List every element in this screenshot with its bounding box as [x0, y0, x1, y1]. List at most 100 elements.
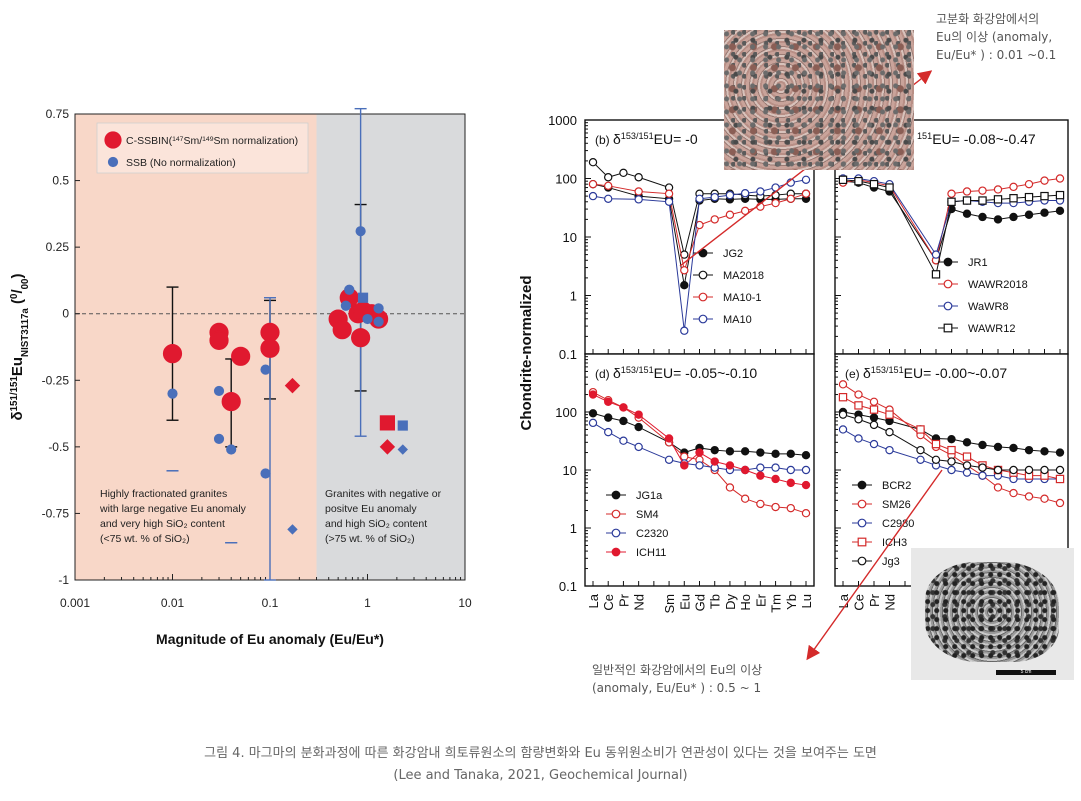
panel-title: 151EU= -0.08~-0.47 [917, 131, 1036, 147]
x-axis-label: Magnitude of Eu anomaly (Eu/Eu*) [156, 631, 384, 647]
bottom-annotation-line: (anomaly, Eu/Eu* ) : 0.5 ~ 1 [592, 681, 762, 695]
data-point [634, 410, 643, 419]
region-label: positve Eu anomaly [325, 503, 417, 515]
data-point [1009, 194, 1018, 203]
data-point [1024, 179, 1034, 189]
data-point [869, 179, 879, 189]
data-point [931, 439, 941, 449]
top-annotation: 고분화 화강암에서의 Eu의 이상 (anomaly, Eu/Eu* ) : 0… [918, 10, 1056, 64]
data-point [993, 185, 1003, 194]
x-tick-label: Ce [852, 594, 867, 611]
label-part: EU= -0.08~-0.47 [932, 131, 1036, 147]
data-point [1009, 182, 1018, 192]
data-point [947, 434, 956, 444]
data-point [209, 330, 229, 350]
data-point [362, 313, 373, 325]
data-point [740, 189, 750, 198]
data-point [680, 326, 689, 335]
data-point [885, 427, 894, 437]
label-part: ( [9, 299, 26, 308]
label-part: δ [613, 365, 621, 381]
data-point [838, 425, 848, 434]
x-tick-label: 0.01 [161, 596, 185, 610]
panel-title: (b) δ153/151EU= -0 [595, 131, 698, 147]
data-point [167, 388, 178, 399]
label-part: Eu [9, 357, 26, 376]
data-point [725, 447, 735, 456]
y-tick-label: 1 [570, 289, 577, 304]
y-tick-label: 0.25 [46, 240, 70, 254]
data-point [260, 338, 280, 358]
y-tick-label: -0.25 [42, 373, 70, 387]
label-part: 00 [20, 278, 31, 289]
data-point [1009, 443, 1018, 453]
data-point [962, 461, 972, 470]
data-point [756, 499, 765, 509]
data-point [993, 483, 1003, 492]
label-part: 151 [917, 131, 932, 141]
data-point [1040, 447, 1049, 456]
data-point [962, 209, 972, 218]
data-point [801, 508, 811, 518]
legend-marker [698, 270, 708, 280]
data-point [740, 206, 750, 216]
data-point [1040, 208, 1049, 217]
ree-panel: 100 10 1 0.1 (d) δ153/151EU= -0.05~-0.10 JG1a… [555, 353, 815, 614]
data-point [710, 457, 719, 466]
panel-label: (d) [595, 367, 613, 381]
data-point [695, 448, 704, 457]
x-tick-label: Yb [784, 594, 799, 610]
y-tick-label: 1000 [548, 113, 577, 128]
data-point [213, 433, 225, 444]
legend-marker [698, 248, 708, 258]
region-label: and high SiO₂ content [325, 518, 427, 530]
data-point [931, 250, 941, 259]
data-point [801, 189, 811, 198]
data-point [1009, 488, 1018, 498]
label-part: NIST3117a [20, 308, 31, 357]
data-point [978, 463, 987, 472]
data-point [1040, 191, 1049, 201]
label-part: C-SSBIN( [126, 135, 173, 147]
legend-marker [698, 314, 708, 324]
y-tick-label: 10 [563, 463, 577, 478]
data-point [854, 434, 863, 443]
legend-marker [943, 257, 953, 267]
x-tick-label: 0.1 [262, 596, 279, 610]
data-point [993, 465, 1003, 475]
data-point [1055, 465, 1065, 475]
x-tick-label: Nd [632, 594, 647, 611]
data-point [604, 181, 613, 191]
data-point [162, 344, 183, 364]
legend-marker [611, 509, 621, 519]
data-point [978, 212, 987, 222]
data-point [260, 364, 271, 375]
data-point [771, 474, 780, 484]
x-tick-label: Nd [883, 594, 898, 611]
legend-marker [611, 528, 621, 538]
data-point [634, 442, 643, 452]
region-label: and very high SiO₂ content [100, 518, 225, 530]
data-point [756, 448, 765, 457]
data-point [885, 183, 894, 192]
data-point [332, 320, 352, 340]
data-point [947, 465, 956, 475]
label-part: 153/151 [871, 365, 904, 375]
region-label: Highly fractionated granites [100, 488, 227, 500]
data-point [619, 436, 628, 445]
label-part: 0 [9, 293, 20, 299]
data-point [869, 420, 879, 430]
legend-label: MA10-1 [723, 292, 762, 304]
x-tick-label: Sm [662, 594, 677, 614]
data-point [260, 468, 271, 479]
data-point [351, 328, 371, 348]
data-point [962, 452, 972, 461]
data-point [373, 316, 384, 327]
data-point [260, 322, 280, 342]
data-point [740, 494, 750, 503]
data-point [725, 190, 735, 200]
data-point [916, 455, 925, 464]
data-point [710, 215, 719, 224]
region-label: (<75 wt. % of SiO₂) [100, 533, 190, 545]
legend-marker [857, 480, 867, 490]
